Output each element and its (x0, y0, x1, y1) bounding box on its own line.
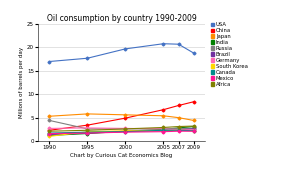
South Korea (48, 135, 51, 137)
Brazil (177, 129, 180, 131)
Mexico (192, 130, 195, 132)
Africa (192, 125, 195, 127)
Russia (177, 127, 180, 130)
South Korea (124, 130, 127, 132)
Japan (124, 114, 127, 116)
South Korea (161, 130, 165, 132)
Germany (177, 129, 180, 131)
Line: Japan: Japan (48, 113, 195, 121)
India (86, 132, 89, 135)
Japan (192, 119, 195, 121)
Legend: USA, China, Japan, India, Russia, Brazil, Germany, South Korea, Canada, Mexico, : USA, China, Japan, India, Russia, Brazil… (210, 22, 248, 87)
USA (177, 43, 180, 45)
Line: Brazil: Brazil (48, 128, 195, 136)
USA (124, 48, 127, 50)
Mexico (86, 132, 89, 134)
China (124, 117, 127, 119)
Title: Oil consumption by country 1990-2009: Oil consumption by country 1990-2009 (47, 14, 197, 23)
Line: India: India (48, 126, 195, 136)
Africa (86, 129, 89, 131)
India (124, 130, 127, 132)
China (177, 104, 180, 106)
Line: China: China (48, 101, 195, 131)
South Korea (177, 129, 180, 131)
Africa (124, 128, 127, 130)
Japan (48, 115, 51, 117)
Line: Africa: Africa (48, 125, 195, 132)
Japan (161, 115, 165, 117)
Germany (161, 128, 165, 130)
Brazil (161, 130, 165, 132)
USA (86, 57, 89, 59)
Canada (124, 131, 127, 133)
Line: USA: USA (48, 43, 195, 63)
Mexico (177, 130, 180, 132)
Line: Germany: Germany (48, 127, 195, 131)
Germany (124, 127, 127, 130)
USA (48, 61, 51, 63)
Line: Mexico: Mexico (48, 130, 195, 135)
South Korea (86, 131, 89, 133)
Africa (177, 126, 180, 128)
Mexico (48, 132, 51, 135)
Russia (48, 119, 51, 121)
India (192, 126, 195, 128)
Mexico (124, 131, 127, 133)
China (161, 109, 165, 111)
USA (192, 52, 195, 54)
China (192, 101, 195, 103)
Canada (86, 131, 89, 133)
Brazil (86, 132, 89, 134)
Line: Canada: Canada (48, 129, 195, 134)
Canada (161, 129, 165, 131)
Brazil (48, 133, 51, 136)
Germany (48, 127, 51, 130)
Y-axis label: Millions of barrels per day: Millions of barrels per day (19, 47, 24, 118)
Russia (161, 128, 165, 130)
Brazil (124, 130, 127, 132)
India (161, 128, 165, 130)
Russia (192, 127, 195, 130)
Canada (192, 130, 195, 132)
Germany (86, 127, 89, 129)
Line: South Korea: South Korea (48, 129, 195, 137)
China (48, 129, 51, 131)
Russia (86, 128, 89, 130)
Canada (48, 132, 51, 134)
Brazil (192, 128, 195, 130)
India (48, 134, 51, 136)
Africa (161, 126, 165, 128)
USA (161, 43, 165, 45)
Mexico (161, 131, 165, 133)
Germany (192, 129, 195, 131)
Japan (86, 113, 89, 115)
South Korea (192, 130, 195, 132)
X-axis label: Chart by Curious Cat Economics Blog: Chart by Curious Cat Economics Blog (71, 153, 173, 158)
Africa (48, 130, 51, 132)
Japan (177, 117, 180, 119)
China (86, 124, 89, 126)
Russia (124, 128, 127, 130)
Line: Russia: Russia (48, 119, 195, 130)
India (177, 127, 180, 129)
Canada (177, 129, 180, 131)
